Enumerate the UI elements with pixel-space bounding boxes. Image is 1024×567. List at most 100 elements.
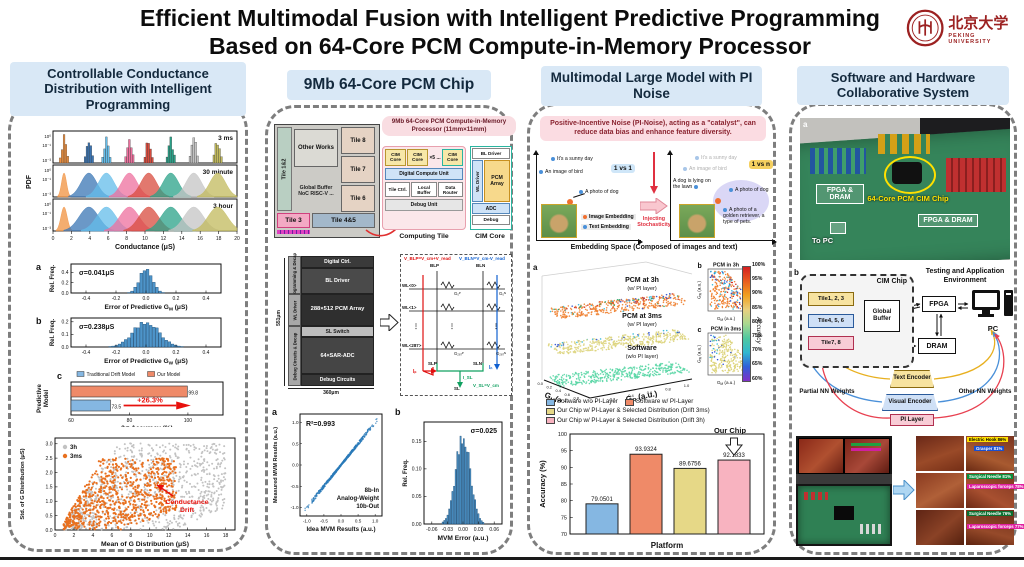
legend-item: Software w/o PI-Layer: [546, 398, 618, 406]
y-axis-label: Rel. Freq.: [50, 264, 56, 292]
g287p-label: G₂₈₇ᴾ: [454, 351, 464, 356]
monitor-left: [798, 438, 844, 474]
panel-letter: a: [36, 262, 42, 272]
layer-sublabel: (w/o PI layer): [626, 354, 659, 360]
logo-name-en: PEKING UNIVERSITY: [948, 32, 992, 45]
surgery-image: Surgical Needle 81% Laparoscopic forceps…: [966, 473, 1024, 508]
x-tick: 4: [92, 533, 95, 539]
panel-letter-b: b: [794, 268, 799, 277]
y-axis-label: GR (a.u.): [697, 281, 703, 299]
sigma-annotation: σ=0.025: [471, 428, 498, 435]
block-sar-adc: 64×SAR-ADC: [301, 337, 374, 374]
g0n-label: G₀ᴺ: [499, 291, 506, 296]
colorbar-tick: 80%: [752, 318, 763, 325]
pc-icon: [972, 290, 1013, 317]
time-panel-label: 3 hour: [213, 203, 233, 210]
accuracy-colorbar: 100% 95% 90% 85% 80% 75% 70% 65% 60% Accuracy: [742, 262, 778, 392]
gm-tick: 0.2: [546, 385, 552, 390]
yellow-modules: [878, 134, 930, 154]
time-panel-label: 3 ms: [218, 135, 233, 142]
text-point-faded: It's a sunny day: [695, 155, 737, 161]
mvm-error-figure: 0.00 0.05 0.10 0.15 -0.06 -0.03 0.00 0.03 0.06 σ=…: [392, 406, 506, 550]
f_errA-svg: 0.0 0.2 0.4 -0.4 -0.2 0.0 0.2 0.4 σ=0.041μS Error…: [36, 262, 222, 312]
embedding-panel-1v1: It's a sunny day An image of bird A phot…: [532, 150, 643, 245]
panel-letter-a: a: [803, 120, 808, 129]
x-axis-arrow: [772, 238, 780, 245]
x-tick: 60: [68, 418, 74, 424]
gr-tick: 0.6: [647, 390, 653, 395]
computing-tile-caption: Computing Tile: [399, 233, 449, 240]
injecting-arrow: [650, 152, 658, 194]
wl1-label: WL<1>: [402, 305, 417, 310]
colorbar-tick: 75%: [752, 333, 763, 339]
digital-compute-unit: Digital Compute Unit: [385, 168, 463, 180]
gm-tick: 0.4: [555, 388, 561, 393]
pcm-cell-schematic: V_BLP=V_cm+V_read V_BLN=V_cm-V_read BLP …: [400, 254, 512, 396]
debug-unit: Debug Unit: [385, 199, 463, 211]
die-tile12: Tile 1&2: [277, 127, 292, 211]
x-axis-label: Error of Predictive GW (μS): [104, 358, 188, 366]
monitor-right: [844, 438, 890, 474]
cim-chip-box: CIM Chip Tile1, 2, 3 Tile4, 5, 6 Tile7, …: [800, 274, 914, 368]
legend-label: 3ms: [70, 454, 83, 460]
env-label: Testing and Application Environment: [925, 268, 1005, 284]
f_mvm-svg: R²=0.993 8b-In Analog-Weight 10b-Out -1.0 -1.…: [272, 407, 383, 533]
bar-value: 92.1833: [723, 453, 745, 459]
detection-chip: Electric Hook 86%: [967, 437, 1009, 442]
desk: [796, 474, 892, 484]
y-tick: -0.5: [291, 484, 299, 489]
computing-tile-diagram: CIM Core CIM Core ×5 ... CIM Core Digita…: [382, 146, 466, 230]
y-tick: 1.0: [292, 420, 299, 425]
x-tick: 14: [185, 533, 191, 539]
y-axis-label: Predictive: [37, 383, 43, 412]
gm-tick: 0.6: [564, 392, 570, 397]
x-tick: -0.2: [112, 296, 121, 302]
y-tick: 0.0: [292, 463, 299, 468]
y-tick: 0.15: [412, 439, 422, 445]
badge-1vn: 1 vs n: [748, 160, 773, 169]
x-tick: 0.06: [489, 527, 499, 533]
detection-chip: Surgical Needle 81%: [967, 474, 1014, 479]
x-tick: 80: [127, 418, 133, 424]
x-axis-label: 3σ Accuracy (%): [121, 425, 173, 427]
legend-swatch: [624, 398, 634, 406]
y-tick: 3.0: [46, 442, 53, 448]
surgery-image: [916, 510, 964, 545]
tile78-box: Tile7, 8: [808, 336, 854, 350]
wl287-label: WL<287>: [402, 343, 422, 348]
x-tick: 2: [73, 533, 76, 539]
chip-die-photo: Tile 1&2 Other Works Tile 8 Tile 7 Tile …: [274, 124, 380, 238]
dim-width-line: [288, 388, 374, 389]
layer-label: PCM at 3h: [625, 277, 659, 284]
x-tick: 0.0: [143, 350, 150, 356]
y-tick: 2.5: [46, 456, 53, 462]
x-tick: 0: [54, 533, 57, 539]
detection-chip: Laparoscopic forceps 77%: [967, 524, 1024, 529]
colorbar-tick: 95%: [752, 276, 763, 283]
legend-label: Traditional Drift Model: [87, 372, 136, 378]
x-tick: 0.03: [474, 527, 484, 533]
die-tile6: Tile 6: [341, 185, 375, 212]
y-tick: -1.0: [291, 505, 299, 510]
legend-label: Our Model: [157, 372, 180, 378]
bar-value: 73.5: [111, 405, 121, 411]
column-model: Positive-Incentive Noise (PI-Noise), act…: [527, 103, 778, 555]
injecting-stochasticity-label: Injecting Stochasticity: [637, 216, 671, 229]
processor-title: 9Mb 64-Core PCM Compute-in-Memory Proces…: [382, 116, 516, 137]
y-tick: 0.00: [412, 522, 422, 528]
strip-debug: Debug Circuits & Decap: [288, 326, 301, 386]
logo-name-cn: 北京大学: [948, 13, 1009, 32]
colorbar-tick: 70%: [752, 347, 763, 354]
column-system: 64-Core PCM CIM Chip FPGA & DRAM FPGA & …: [789, 103, 1024, 555]
legend-item: Software w/ PI-Layer: [624, 398, 693, 406]
vblp-label: V_BLP=V_cm+V_read: [404, 256, 451, 261]
y-tick: 0.05: [412, 494, 422, 500]
y-tick: 10⁻¹: [42, 211, 51, 216]
surgery-image: [916, 473, 964, 508]
system-board-photo: 64-Core PCM CIM Chip FPGA & DRAM FPGA & …: [800, 118, 1010, 260]
sigma-annotation: σ=0.041μS: [79, 270, 115, 277]
pcm-3h-map-figure: PCM in 3h b GM (a.u.) GR (a.u.): [696, 260, 748, 322]
sln-label: SLN: [473, 361, 482, 366]
y-tick: 0.0: [62, 291, 69, 297]
ip-label: Iₚ: [413, 369, 417, 375]
